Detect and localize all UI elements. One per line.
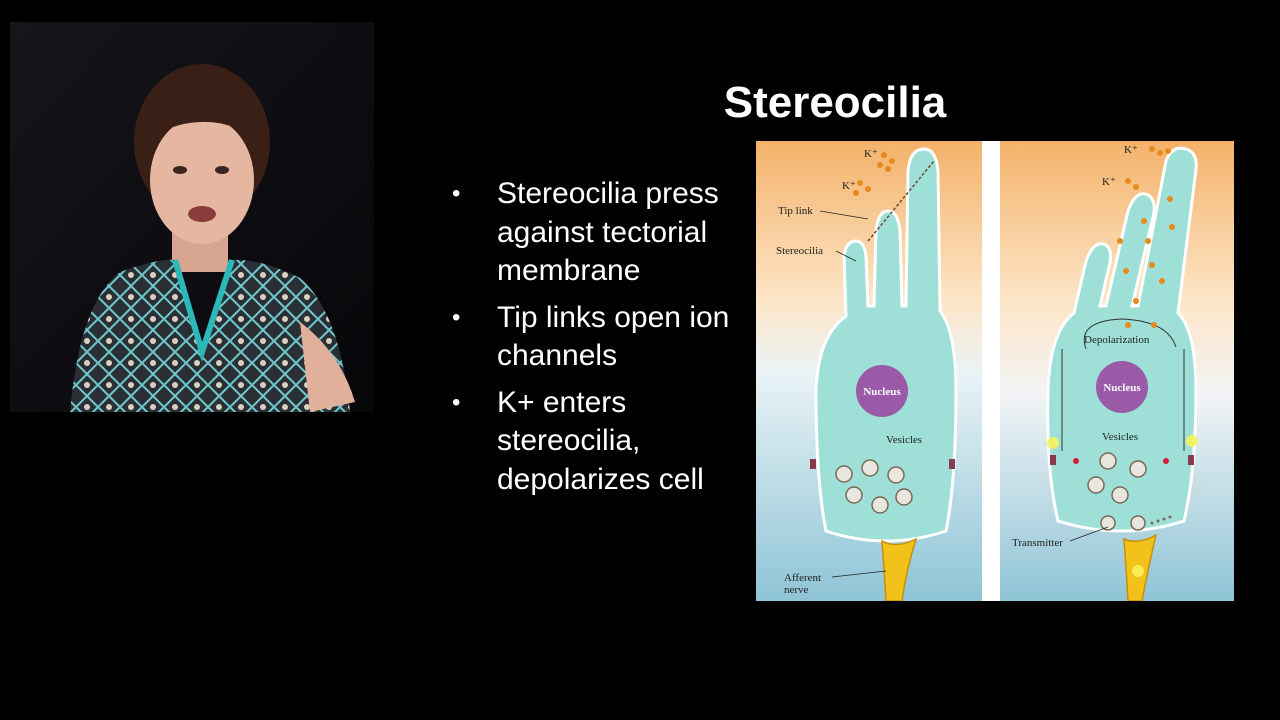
bullet-item: • Stereocilia press against tectorial me… bbox=[452, 175, 742, 291]
bullet-item: • Tip links open ion channels bbox=[452, 299, 742, 376]
afferent-nerve-left bbox=[881, 537, 918, 601]
nucleus-right bbox=[1096, 361, 1148, 413]
nucleus-left bbox=[856, 365, 908, 417]
afferent-nerve-label-2: nerve bbox=[784, 584, 809, 596]
nucleus-label-left: Nucleus bbox=[863, 386, 901, 398]
bullet-dot-icon: • bbox=[452, 180, 461, 207]
afferent-nerve-label-1: Afferent bbox=[784, 572, 821, 584]
depolarization-label: Depolarization bbox=[1084, 334, 1150, 346]
bullet-dot-icon: • bbox=[452, 388, 461, 416]
tip-link-label: Tip link bbox=[778, 205, 813, 217]
ion-label-right-1: K⁺ bbox=[1124, 144, 1138, 156]
hair-cell-diagram: Nucleus K⁺ K⁺ Tip link Stereocilia Vesic… bbox=[756, 141, 1234, 601]
ions-right bbox=[1117, 146, 1175, 328]
ion-label-right-2: K⁺ bbox=[1102, 176, 1116, 188]
bullet-text: Stereocilia press against tectorial memb… bbox=[497, 177, 719, 287]
ion-label-left-2: K⁺ bbox=[842, 180, 856, 192]
vesicles-right bbox=[1087, 452, 1147, 531]
depolarized-hair-cell: Nucleus bbox=[1042, 146, 1202, 601]
stereocilia-label: Stereocilia bbox=[776, 245, 823, 257]
bullet-text: K+ enters stereocilia, depolarizes cell bbox=[497, 385, 704, 496]
presenter-webcam bbox=[10, 22, 374, 412]
nucleus-label-right: Nucleus bbox=[1103, 382, 1141, 394]
bullet-dot-icon: • bbox=[452, 303, 461, 331]
bullet-item: • K+ enters stereocilia, depolarizes cel… bbox=[452, 384, 742, 500]
vesicles-label-left: Vesicles bbox=[886, 434, 922, 446]
ion-label-left-1: K⁺ bbox=[864, 148, 878, 160]
ions-left bbox=[853, 152, 895, 196]
transmitter-label: Transmitter bbox=[1012, 537, 1063, 549]
slide-title: Stereocilia bbox=[723, 78, 947, 127]
presenter-video-icon bbox=[10, 22, 374, 412]
resting-hair-cell: Nucleus bbox=[810, 147, 958, 601]
bullet-list: • Stereocilia press against tectorial me… bbox=[452, 175, 742, 507]
bullet-text: Tip links open ion channels bbox=[497, 300, 730, 373]
vesicles-label-right: Vesicles bbox=[1102, 431, 1138, 443]
vesicles-left bbox=[835, 459, 913, 514]
